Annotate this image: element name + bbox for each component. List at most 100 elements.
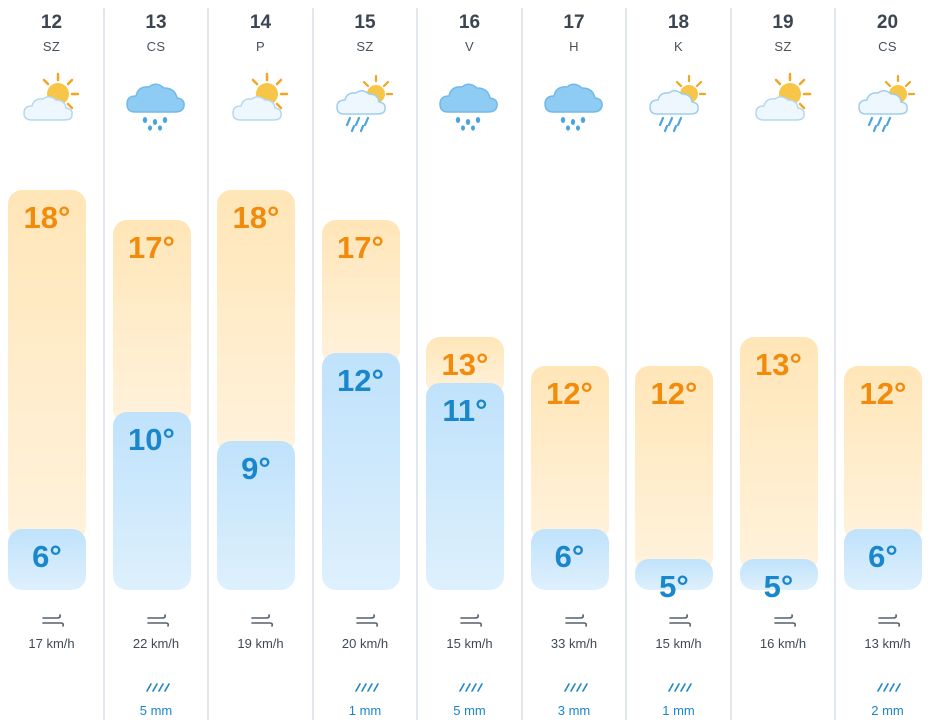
wind-icon [314,612,417,630]
min-temp: 6° [868,539,898,575]
day-date: 20 [876,12,899,33]
max-temp: 13° [755,347,802,382]
column-divider [102,8,105,720]
precipitation-amount: 5 mm [139,703,173,718]
wind-icon [732,612,835,630]
wind-icon [0,612,103,630]
max-temp: 12° [546,376,593,412]
min-temp-bar: 5° [739,558,818,604]
precipitation-amount: 1 mm [348,703,382,718]
max-temp: 17° [128,229,175,265]
day-weekday: CS [146,39,166,54]
wind-icon [418,612,521,630]
max-temp-bar: 12° [530,366,609,542]
day-weekday: SZ [356,39,374,54]
min-temp: 9° [241,451,271,487]
min-temp-bar: 10° [112,412,191,590]
day-date: 17 [563,12,585,33]
day-column[interactable]: 17 H 12° 6° 33 km/h [523,8,626,720]
wind-speed: 17 km/h [28,636,75,651]
wind-speed: 13 km/h [864,636,911,651]
sun-behind-cloud-icon [18,70,82,134]
day-column[interactable]: 15 SZ 17° 12° [314,8,417,720]
wind-speed: 33 km/h [550,636,598,651]
day-date: 16 [458,12,481,33]
wind-speed: 20 km/h [341,636,389,651]
day-date: 15 [354,12,376,33]
sun-behind-cloud-icon [227,70,291,134]
max-temp-bar: 13° [739,337,818,571]
wind-speed: 15 km/h [655,636,702,651]
rain-icon [836,680,930,694]
wind-speed: 22 km/h [132,636,180,651]
day-column[interactable]: 18 K 12° 5° [627,8,730,720]
sun-rain-cloud-icon [854,70,918,134]
day-column[interactable]: 12 SZ 18° 6° 17 km/h [0,8,103,720]
min-temp: 11° [442,392,488,428]
day-weekday: K [674,39,683,54]
wind-icon [209,612,312,630]
min-temp-bar: 6° [8,529,86,590]
min-temp-bar: 11° [426,382,504,590]
day-date: 12 [40,12,63,33]
day-column[interactable]: 13 CS 17° 10° 22 km/h [105,8,208,720]
max-temp: 13° [441,347,489,382]
min-temp: 6° [554,539,585,575]
sun-behind-cloud-icon [750,70,814,134]
rain-cloud-icon [541,70,605,134]
min-temp-bar: 6° [844,529,922,590]
day-date: 14 [249,12,272,33]
rain-cloud-icon [436,70,500,134]
day-date: 18 [667,12,690,33]
rain-cloud-icon [123,70,187,134]
precipitation-amount: 3 mm [557,703,591,718]
max-temp-bar: 17° [112,219,191,424]
day-column[interactable]: 19 SZ 13° 5° 16 km/h [732,8,835,720]
max-temp: 12° [859,376,907,412]
min-temp-bar: 5° [635,558,713,604]
wind-icon [105,612,208,630]
column-divider [520,8,523,720]
rain-icon [105,680,208,694]
day-weekday: H [569,39,579,54]
wind-icon [523,612,626,630]
sun-rain-cloud-icon [332,70,396,134]
day-date: 13 [145,12,167,33]
sun-rain-cloud-icon [645,70,709,134]
day-column[interactable]: 14 P 18° 9° 19 km/h [209,8,312,720]
day-column[interactable]: 16 V 13° 11° 15 km/h [418,8,521,720]
rain-icon [314,680,417,694]
min-temp: 5° [659,568,689,604]
wind-icon [627,612,730,630]
max-temp-bar: 18° [217,190,295,454]
wind-speed: 19 km/h [237,636,284,651]
day-date: 19 [772,12,794,33]
min-temp: 6° [32,539,62,575]
min-temp: 5° [763,568,794,604]
column-divider [311,8,314,720]
min-temp-bar: 6° [530,529,609,590]
max-temp-bar: 12° [844,366,922,542]
max-temp-bar: 17° [321,219,400,366]
wind-icon [836,612,930,630]
max-temp: 18° [23,200,71,236]
column-divider [834,8,836,720]
column-divider [729,8,732,720]
max-temp: 17° [337,229,384,265]
min-temp-bar: 12° [321,353,400,590]
rain-icon [523,680,626,694]
day-column[interactable]: 20 CS 12° 6° [836,8,930,720]
day-weekday: SZ [774,39,792,54]
day-weekday: CS [878,39,897,54]
wind-speed: 16 km/h [759,636,807,651]
rain-icon [627,680,730,694]
day-weekday: V [465,39,474,54]
day-weekday: P [256,39,265,54]
wind-speed: 15 km/h [446,636,493,651]
day-weekday: SZ [42,39,61,54]
min-temp: 12° [337,363,384,399]
max-temp-bar: 18° [8,190,86,542]
max-temp: 18° [232,200,280,236]
precipitation-amount: 2 mm [871,703,904,718]
